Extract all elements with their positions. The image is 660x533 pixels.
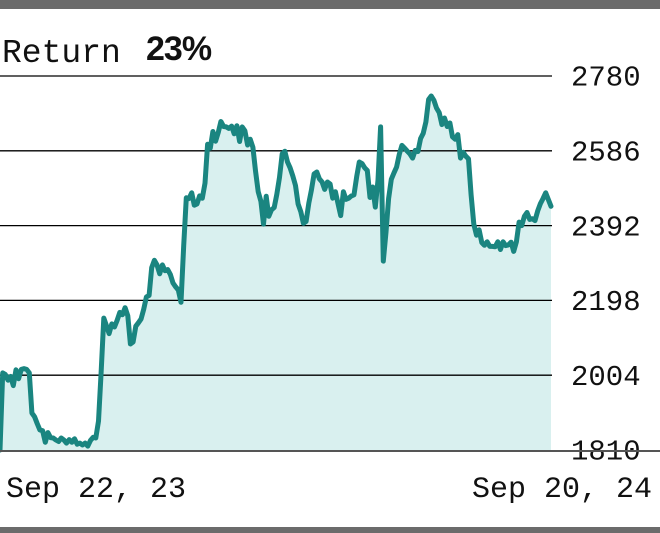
plot-area bbox=[0, 75, 554, 453]
y-tick-label: 2198 bbox=[571, 286, 641, 319]
chart-frame-top bbox=[0, 0, 660, 9]
y-tick-label: 2586 bbox=[571, 136, 641, 169]
series-line bbox=[0, 93, 554, 453]
y-axis-ticks: 2780 2586 2392 2198 2004 1810 bbox=[571, 62, 641, 469]
return-value: 23% bbox=[146, 30, 212, 68]
return-label: Return bbox=[2, 35, 121, 72]
y-tick-label: 2392 bbox=[571, 211, 641, 244]
chart-frame-bottom bbox=[0, 527, 660, 533]
area-fill bbox=[0, 96, 551, 450]
x-tick-label-start: Sep 22, 23 bbox=[6, 473, 186, 507]
x-tick-label-end: Sep 20, 24 bbox=[472, 473, 652, 507]
y-tick-label: 2780 bbox=[571, 62, 641, 95]
y-tick-label: 1810 bbox=[571, 436, 641, 469]
y-tick-label: 2004 bbox=[571, 361, 641, 394]
